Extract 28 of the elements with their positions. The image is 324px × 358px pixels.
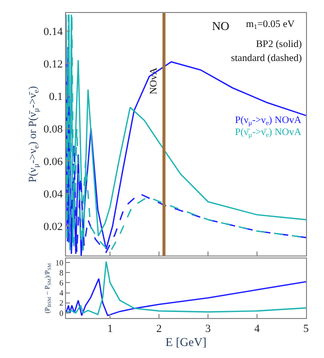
y-tick-label: 6: [59, 278, 64, 288]
ref-line-label: NOvA: [148, 66, 160, 94]
annotation: NO: [212, 19, 230, 33]
x-tick-label: 4: [254, 323, 260, 336]
y-tick-label: 0.14: [44, 26, 64, 38]
line-series: [66, 260, 306, 316]
x-tick-label: 2: [156, 323, 162, 336]
y-tick-label: 0: [59, 308, 64, 318]
y-tick-label: 0.12: [44, 58, 63, 70]
annotation: m$_{1}$=0.05 eV: [246, 19, 296, 32]
x-tick-label: 3: [205, 323, 212, 336]
y-tick-label: 0.02: [44, 221, 63, 234]
annotation: standard (dashed): [231, 53, 302, 64]
y-tick-label: 0.04: [44, 188, 64, 200]
y-tick-label: 0.1: [49, 90, 63, 103]
series-label: P(ν$_{μ}$->ν$_{e}$) NOvA: [235, 115, 302, 128]
x-tick-label: 1: [107, 323, 113, 336]
x-tick-label: 5: [303, 323, 310, 336]
y-tick-label: 8: [59, 268, 64, 278]
y-tick-label: 2: [59, 298, 64, 308]
y-tick-label: 0.08: [44, 123, 64, 136]
y-tick-label: 10: [55, 258, 64, 268]
y-tick-label: 0.06: [44, 156, 64, 168]
annotation: BP2 (solid): [256, 39, 302, 50]
x-axis-title: E [GeV]: [166, 335, 206, 350]
text: P(ν̄$_{μ}$->ν̄$_{e}$) NOvA: [235, 127, 302, 140]
y-tick-label: 4: [59, 288, 64, 298]
line-series: [66, 278, 306, 316]
